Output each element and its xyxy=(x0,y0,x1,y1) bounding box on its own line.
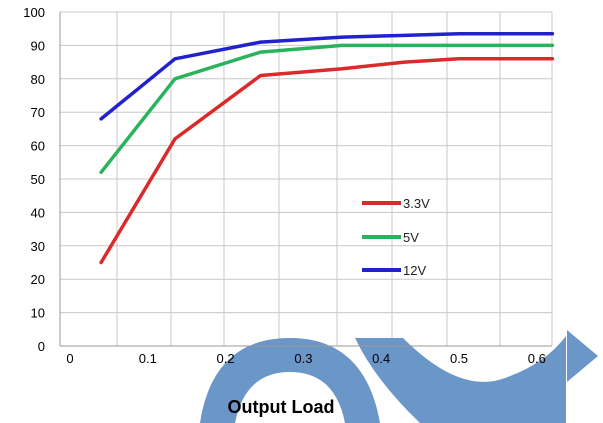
legend-label: 12V xyxy=(403,263,426,278)
y-tick-label: 30 xyxy=(31,239,45,254)
x-tick-label: 0.4 xyxy=(372,351,390,366)
series-line-5v xyxy=(99,43,555,175)
x-tick-label: 0.2 xyxy=(217,351,235,366)
chart-grid xyxy=(59,11,553,347)
legend-label: 3.3V xyxy=(403,196,430,211)
decorative-arrow-icon xyxy=(567,330,598,382)
decorative-arc-shape xyxy=(200,338,380,423)
y-tick-label: 80 xyxy=(31,72,45,87)
legend-label: 5V xyxy=(403,230,419,245)
chart-series xyxy=(99,31,555,265)
x-axis-title: Output Load xyxy=(228,397,335,417)
x-axis-ticks: 0 0.1 0.2 0.3 0.4 0.5 0.6 xyxy=(66,351,545,366)
y-tick-label: 100 xyxy=(23,5,45,20)
x-tick-label: 0.5 xyxy=(450,351,468,366)
y-tick-label: 40 xyxy=(31,205,45,220)
chart-legend: 3.3V 5V 12V xyxy=(362,196,430,278)
y-tick-label: 90 xyxy=(31,38,45,53)
y-tick-label: 50 xyxy=(31,172,45,187)
series-line-3-3v xyxy=(99,57,555,265)
y-tick-label: 0 xyxy=(38,339,45,354)
x-tick-label: 0.1 xyxy=(139,351,157,366)
x-tick-label: 0.6 xyxy=(528,351,546,366)
y-tick-label: 10 xyxy=(31,306,45,321)
decorative-shapes xyxy=(200,330,598,423)
x-tick-label: 0 xyxy=(66,351,73,366)
chart-axes xyxy=(59,12,552,347)
y-tick-label: 60 xyxy=(31,139,45,154)
y-tick-label: 20 xyxy=(31,272,45,287)
decorative-swoosh-shape xyxy=(355,336,566,423)
y-tick-label: 70 xyxy=(31,105,45,120)
x-tick-label: 0.3 xyxy=(294,351,312,366)
y-axis-ticks: 0 10 20 30 40 50 60 70 80 90 100 xyxy=(23,5,45,354)
series-line-12v xyxy=(99,31,555,121)
